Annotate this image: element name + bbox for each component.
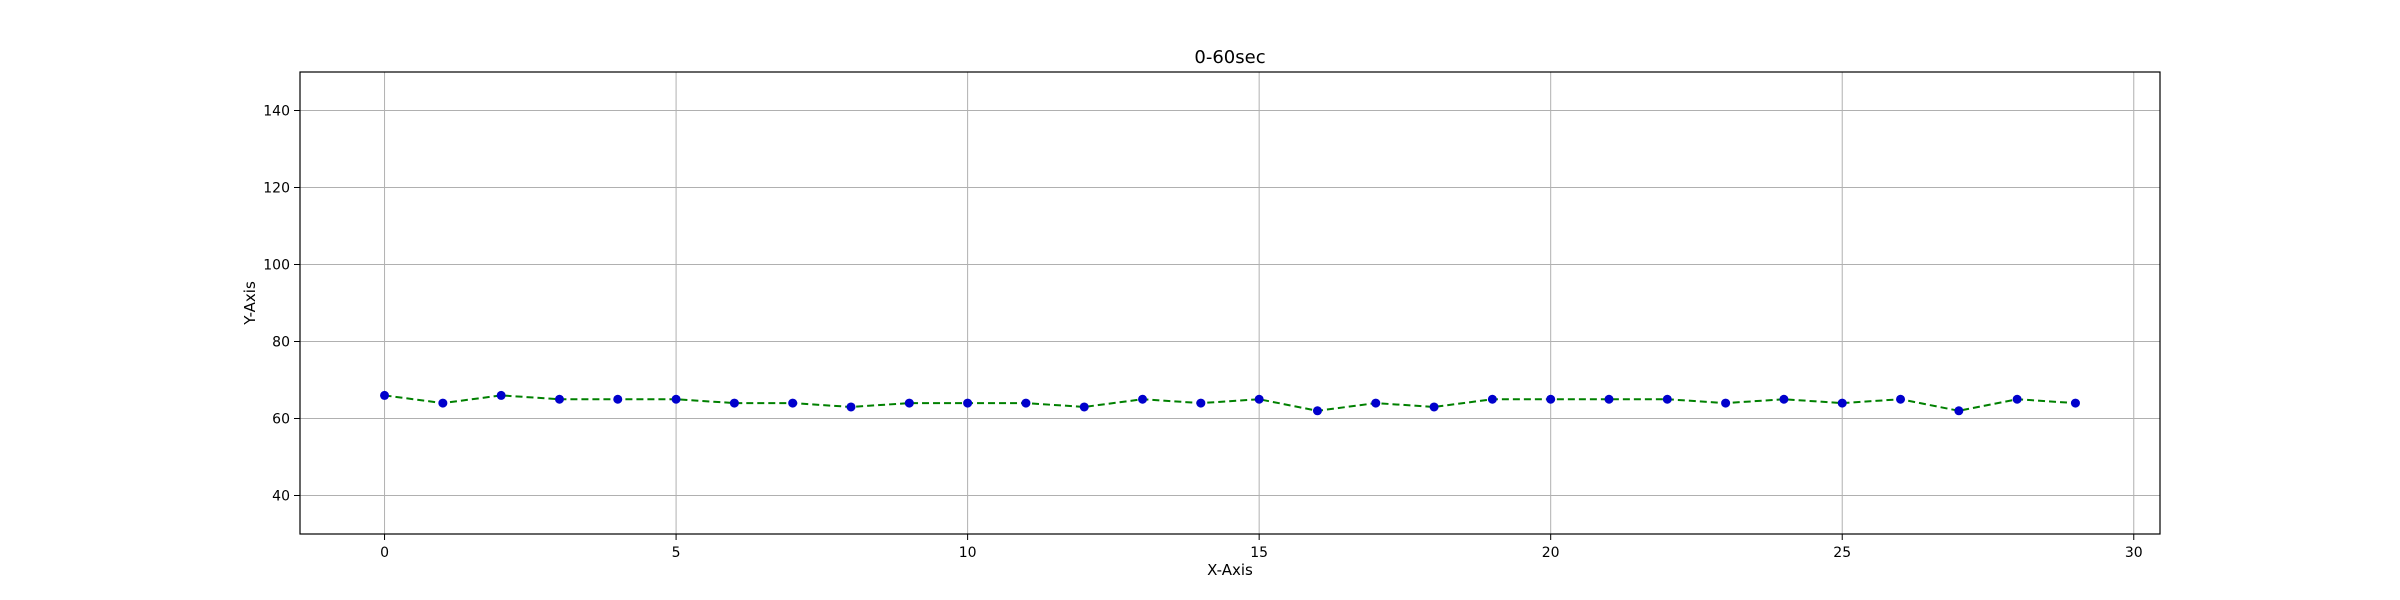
data-point xyxy=(2012,394,2022,404)
data-point xyxy=(1312,406,1322,416)
data-point xyxy=(1721,398,1731,408)
series-layer xyxy=(380,390,2080,416)
chart-title: 0-60sec xyxy=(1194,47,1265,68)
y-tick-label: 80 xyxy=(272,335,290,351)
data-point xyxy=(1371,398,1381,408)
data-point xyxy=(496,390,506,400)
x-tick-label: 5 xyxy=(672,545,681,561)
data-point xyxy=(788,398,798,408)
y-tick-label: 40 xyxy=(272,489,290,505)
x-tick-label: 10 xyxy=(959,545,977,561)
y-tick-label: 100 xyxy=(263,258,290,274)
y-tick-label: 140 xyxy=(263,104,290,120)
data-point xyxy=(671,394,681,404)
data-point xyxy=(1079,402,1089,412)
data-point xyxy=(846,402,856,412)
x-tick-label: 25 xyxy=(1833,545,1851,561)
series-line xyxy=(384,394,2076,412)
data-point xyxy=(1429,402,1439,412)
grid xyxy=(300,72,2160,534)
y-axis-label: Y-Axis xyxy=(241,281,259,326)
data-point xyxy=(729,398,739,408)
data-point xyxy=(1896,394,1906,404)
data-point xyxy=(1021,398,1031,408)
data-point xyxy=(380,390,390,400)
data-point xyxy=(1662,394,1672,404)
data-point xyxy=(1837,398,1847,408)
data-point xyxy=(1254,394,1264,404)
data-point xyxy=(1196,398,1206,408)
data-point xyxy=(1604,394,1614,404)
data-point xyxy=(1779,394,1789,404)
x-tick-label: 20 xyxy=(1542,545,1560,561)
x-tick-label: 15 xyxy=(1250,545,1268,561)
data-point xyxy=(613,394,623,404)
data-point xyxy=(963,398,973,408)
data-point xyxy=(1546,394,1556,404)
data-point xyxy=(2070,398,2080,408)
data-point xyxy=(1487,394,1497,404)
plot-frame xyxy=(299,71,2161,535)
y-tick-label: 120 xyxy=(263,181,290,197)
data-point xyxy=(1138,394,1148,404)
data-point xyxy=(1954,406,1964,416)
x-tick-label: 30 xyxy=(2125,545,2143,561)
x-tick-label: 0 xyxy=(380,545,389,561)
x-axis-label: X-Axis xyxy=(1207,561,1253,579)
data-point xyxy=(554,394,564,404)
data-point xyxy=(904,398,914,408)
data-point xyxy=(438,398,448,408)
y-tick-label: 60 xyxy=(272,412,290,428)
ticks: 0 5 10 15 20 25 30 40 60 80 100 120 140 xyxy=(263,104,2142,562)
